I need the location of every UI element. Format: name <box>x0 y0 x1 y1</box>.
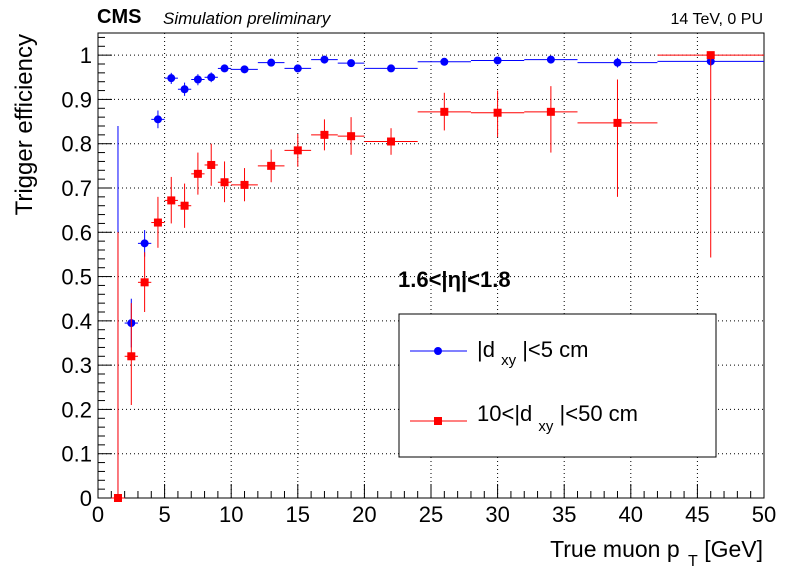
series-1-point-16 <box>493 108 502 117</box>
series-0-point-14 <box>387 64 396 73</box>
legend-box <box>398 313 717 458</box>
series-0-point-12 <box>320 55 329 64</box>
x-tick-label-7: 35 <box>552 502 576 527</box>
series-0-point-8 <box>220 64 229 73</box>
series-1-point-19 <box>706 51 715 60</box>
legend-blue-main: |d <box>477 337 495 362</box>
x-tick-label-5: 25 <box>419 502 443 527</box>
series-1-point-12 <box>320 130 329 139</box>
series-0-point-6 <box>193 75 202 84</box>
cms-label: CMS <box>97 6 141 28</box>
series-1 <box>111 51 764 502</box>
y-tick-label-0: 0 <box>80 486 92 511</box>
series-1-point-15 <box>440 107 449 116</box>
series-0-point-17 <box>546 55 555 64</box>
axes: 0 5 10 15 20 25 30 35 40 45 50 0 0.1 0.2 0.3 0.4 0.5 0.6 0… <box>61 36 776 527</box>
y-axis-title: Trigger efficiency <box>11 34 38 215</box>
y-tick-label-4: 0.4 <box>61 309 92 334</box>
series-1-point-9 <box>240 180 249 189</box>
y-tick-label-1: 0.1 <box>61 442 92 467</box>
x-tick-label-6: 30 <box>485 502 509 527</box>
legend: |d xy |<5 cm 10<|d xy |<50 cm <box>398 313 717 458</box>
x-tick-label-1: 5 <box>158 502 170 527</box>
series-1-point-11 <box>293 146 302 155</box>
series-1-point-3 <box>153 218 162 227</box>
legend-red-label: 10<|d xy |<50 cm <box>477 401 638 436</box>
series-0-point-4 <box>167 74 176 83</box>
series-1-point-10 <box>267 161 276 170</box>
x-tick-label-10: 50 <box>752 502 776 527</box>
legend-blue-label: |d xy |<5 cm <box>477 337 588 370</box>
legend-blue-tail: |<5 cm <box>522 337 588 362</box>
series-0-point-7 <box>207 73 216 82</box>
series-1-point-0 <box>113 494 122 502</box>
y-tick-label-10: 1 <box>80 43 92 68</box>
series-0-point-11 <box>293 64 302 73</box>
series-0-point-10 <box>267 58 276 67</box>
conditions-label: 14 TeV, 0 PU <box>670 11 763 28</box>
series-1-point-6 <box>193 169 202 178</box>
series-1-point-14 <box>387 137 396 146</box>
series-1-point-5 <box>180 201 189 210</box>
x-axis-title: True muon p T [GeV] <box>550 536 763 571</box>
legend-blue-sub: xy <box>501 352 517 369</box>
series-1-point-4 <box>167 196 176 205</box>
series-1-point-18 <box>613 118 622 127</box>
x-tick-label-0: 0 <box>92 502 104 527</box>
legend-red-marker <box>434 417 442 425</box>
series-1-point-1 <box>127 352 136 361</box>
legend-blue-marker <box>434 347 442 355</box>
eta-annotation: 1.6<|η|<1.8 <box>398 267 511 292</box>
legend-red-sub: xy <box>538 418 554 435</box>
series-0-point-16 <box>493 56 502 65</box>
series-layer <box>111 51 764 502</box>
series-0-point-18 <box>613 58 622 67</box>
series-0-point-9 <box>240 65 249 74</box>
y-tick-label-5: 0.5 <box>61 265 92 290</box>
x-axis-title-tail: [GeV] <box>704 536 763 562</box>
x-tick-label-2: 10 <box>219 502 243 527</box>
x-axis-title-main: True muon p <box>550 536 680 562</box>
series-0-point-2 <box>140 239 149 248</box>
series-1-point-17 <box>546 107 555 116</box>
series-0-point-13 <box>347 59 356 68</box>
series-1-point-13 <box>347 132 356 141</box>
series-0-point-3 <box>153 115 162 124</box>
series-1-point-8 <box>220 178 229 187</box>
series-1-point-2 <box>140 278 149 287</box>
x-tick-label-4: 20 <box>352 502 376 527</box>
series-1-point-7 <box>207 160 216 169</box>
legend-red-main: 10<|d <box>477 401 532 426</box>
y-tick-label-8: 0.8 <box>61 132 92 157</box>
y-tick-label-7: 0.7 <box>61 176 92 201</box>
x-tick-label-8: 40 <box>619 502 643 527</box>
x-axis-title-sub: T <box>688 553 698 570</box>
y-tick-label-3: 0.3 <box>61 353 92 378</box>
x-tick-label-3: 15 <box>286 502 310 527</box>
series-0-point-15 <box>440 57 449 66</box>
simulation-tag: Simulation preliminary <box>163 9 332 28</box>
series-0-point-5 <box>180 85 189 94</box>
y-tick-label-9: 0.9 <box>61 87 92 112</box>
y-tick-label-6: 0.6 <box>61 220 92 245</box>
x-tick-label-9: 45 <box>685 502 709 527</box>
y-tick-label-2: 0.2 <box>61 397 92 422</box>
legend-red-tail: |<50 cm <box>560 401 638 426</box>
